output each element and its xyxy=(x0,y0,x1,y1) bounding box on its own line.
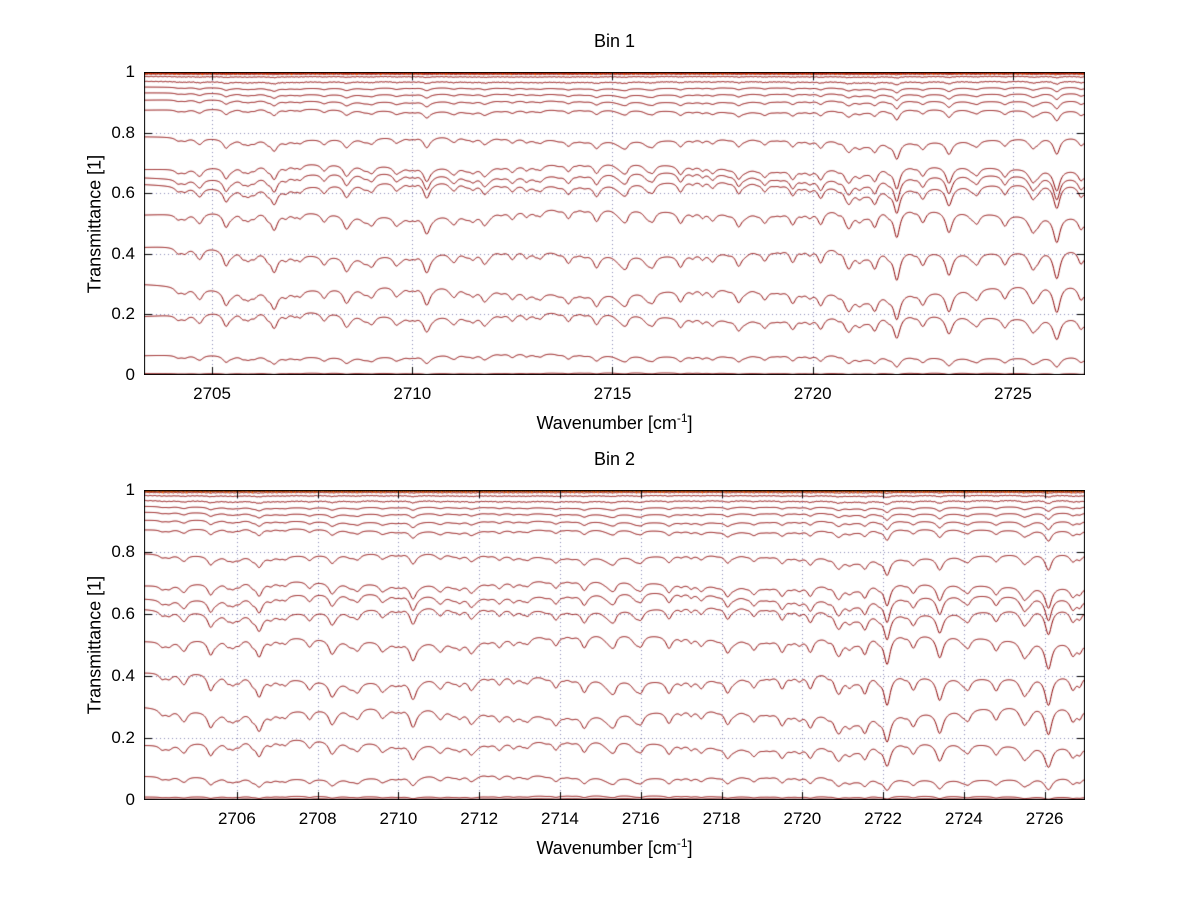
bin1-plot-area xyxy=(144,72,1085,375)
y-tick-label: 1 xyxy=(125,62,135,81)
bin2-plot-area xyxy=(144,490,1085,800)
x-tick-label: 2716 xyxy=(621,809,660,828)
x-tick-label: 2718 xyxy=(702,809,741,828)
y-tick-label: 0.4 xyxy=(111,666,135,685)
y-tick-label: 0.2 xyxy=(111,728,135,747)
subplot-bin2: Bin 2 Transmittance [1] Wavenumber [cm-1… xyxy=(85,449,1085,858)
bin1-x-label-superscript: -1 xyxy=(676,411,688,425)
y-tick-label: 0 xyxy=(125,790,135,809)
bin1-y-axis-label: Transmittance [1] xyxy=(84,154,105,293)
bin2-y-axis-label: Transmittance [1] xyxy=(84,575,105,715)
bin1-x-axis-label: Wavenumber [cm-1] xyxy=(144,411,1085,434)
bin2-title: Bin 2 xyxy=(593,449,636,469)
x-tick-label: 2705 xyxy=(193,384,231,403)
y-tick-label: 0.6 xyxy=(111,604,135,623)
x-tick-label: 2724 xyxy=(944,809,983,828)
x-tick-label: 2722 xyxy=(864,809,902,828)
bin1-title: Bin 1 xyxy=(593,31,636,51)
x-tick-label: 2726 xyxy=(1025,809,1064,828)
y-tick-label: 0.4 xyxy=(111,243,135,263)
bin2-x-label-suffix: ] xyxy=(687,838,693,858)
x-tick-label: 2710 xyxy=(393,384,432,403)
x-tick-label: 2714 xyxy=(541,809,579,828)
x-tick-label: 2720 xyxy=(793,384,832,403)
bin1-x-label-prefix: Wavenumber [cm xyxy=(536,413,677,433)
x-tick-label: 2720 xyxy=(783,809,822,828)
x-tick-label: 2706 xyxy=(217,809,256,828)
x-tick-label: 2725 xyxy=(994,384,1032,403)
x-tick-label: 2715 xyxy=(593,384,632,403)
bin1-x-label-suffix: ] xyxy=(687,413,693,433)
bin2-x-label-prefix: Wavenumber [cm xyxy=(536,838,677,858)
y-tick-label: 0.8 xyxy=(111,122,135,142)
y-tick-label: 0 xyxy=(125,365,135,384)
y-tick-label: 0.8 xyxy=(111,542,135,561)
y-tick-label: 1 xyxy=(125,480,135,499)
x-tick-label: 2710 xyxy=(379,809,418,828)
y-tick-label: 0.2 xyxy=(111,304,135,324)
bin2-x-label-superscript: -1 xyxy=(676,836,688,850)
x-tick-label: 2708 xyxy=(298,809,337,828)
y-tick-label: 0.6 xyxy=(111,183,135,203)
x-tick-label: 2712 xyxy=(460,809,499,828)
bin2-x-axis-label: Wavenumber [cm-1] xyxy=(144,836,1085,859)
subplot-bin1: Bin 1 Transmittance [1] Wavenumber [cm-1… xyxy=(85,31,1085,433)
